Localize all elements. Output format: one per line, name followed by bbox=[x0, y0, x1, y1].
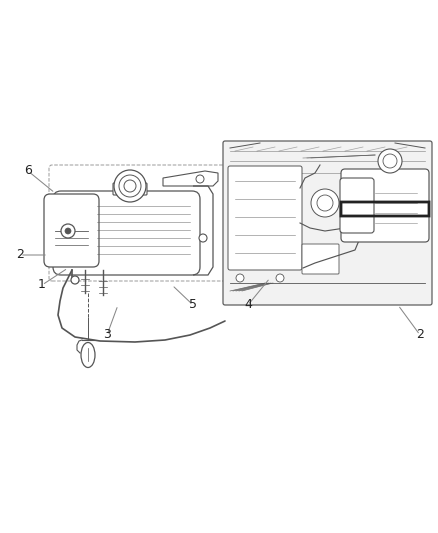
FancyBboxPatch shape bbox=[341, 169, 429, 242]
Circle shape bbox=[276, 274, 284, 282]
Text: 2: 2 bbox=[416, 328, 424, 342]
FancyBboxPatch shape bbox=[223, 141, 432, 305]
FancyBboxPatch shape bbox=[53, 191, 200, 275]
Circle shape bbox=[124, 180, 136, 192]
Text: 2: 2 bbox=[16, 248, 24, 262]
Circle shape bbox=[65, 228, 71, 234]
Circle shape bbox=[114, 170, 146, 202]
Circle shape bbox=[311, 189, 339, 217]
Circle shape bbox=[378, 149, 402, 173]
Circle shape bbox=[317, 195, 333, 211]
Text: 5: 5 bbox=[189, 298, 197, 311]
Circle shape bbox=[236, 274, 244, 282]
FancyBboxPatch shape bbox=[302, 244, 339, 274]
Text: 4: 4 bbox=[244, 298, 252, 311]
Circle shape bbox=[383, 154, 397, 168]
Circle shape bbox=[71, 276, 79, 284]
FancyBboxPatch shape bbox=[44, 194, 99, 267]
FancyBboxPatch shape bbox=[228, 166, 302, 270]
FancyBboxPatch shape bbox=[113, 183, 147, 195]
Circle shape bbox=[199, 234, 207, 242]
Text: 3: 3 bbox=[103, 328, 111, 342]
Circle shape bbox=[61, 224, 75, 238]
Ellipse shape bbox=[81, 343, 95, 367]
Text: 6: 6 bbox=[24, 165, 32, 177]
Text: 1: 1 bbox=[38, 279, 46, 292]
Circle shape bbox=[196, 175, 204, 183]
Circle shape bbox=[119, 175, 141, 197]
FancyBboxPatch shape bbox=[340, 178, 374, 233]
